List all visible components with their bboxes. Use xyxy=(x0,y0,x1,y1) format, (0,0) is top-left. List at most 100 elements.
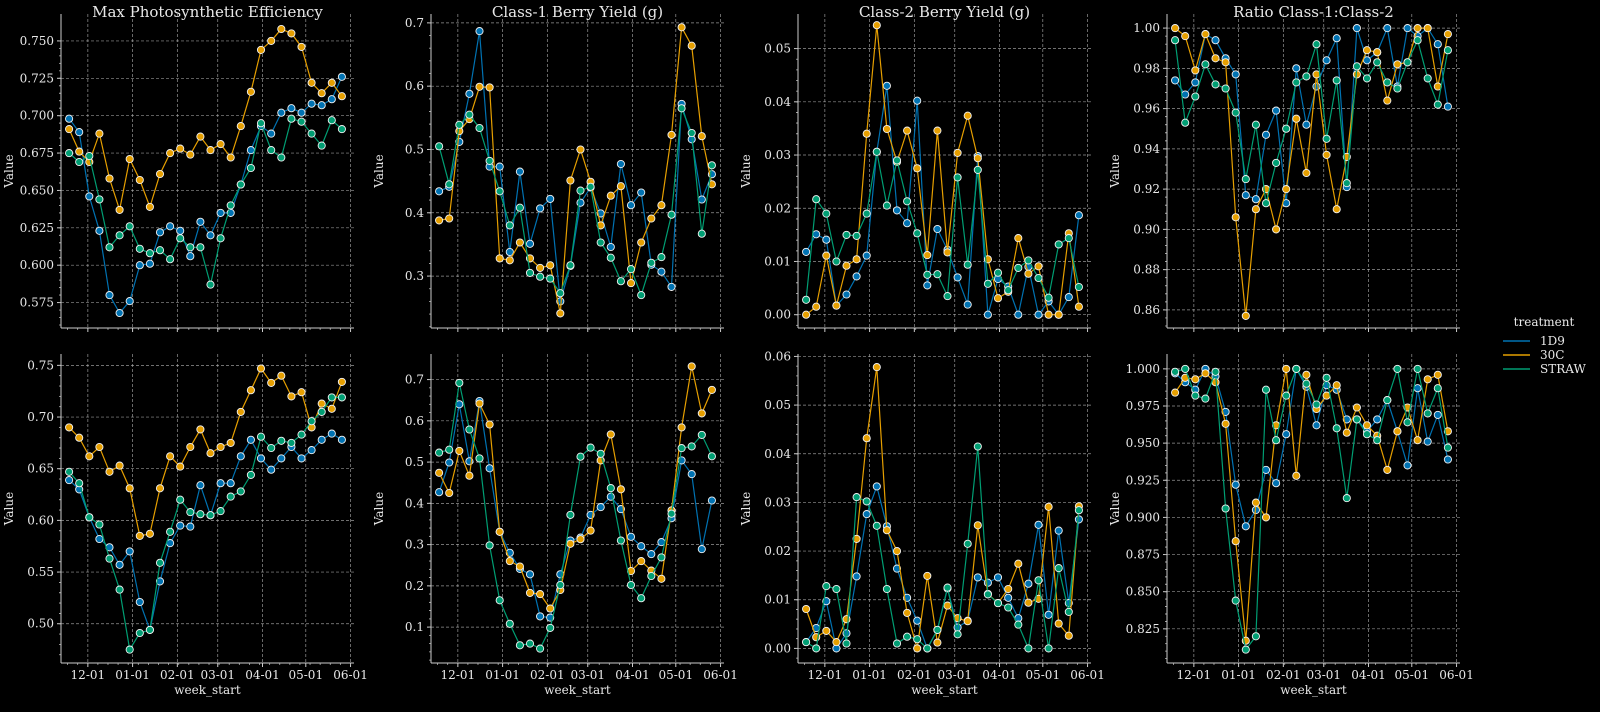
data-point-1d9 xyxy=(1191,78,1200,87)
data-point-30c xyxy=(677,423,686,432)
data-point-30c xyxy=(1292,114,1301,123)
data-point-30c xyxy=(206,449,215,458)
data-point-1d9 xyxy=(297,108,306,117)
data-point-straw xyxy=(75,157,84,167)
data-point-straw xyxy=(196,243,205,252)
data-point-1d9 xyxy=(176,226,185,235)
data-point-1d9 xyxy=(1171,76,1180,85)
data-point-straw xyxy=(475,123,484,133)
data-point-straw xyxy=(125,222,134,231)
data-point-30c xyxy=(872,363,881,372)
data-point-straw xyxy=(206,280,215,289)
data-point-straw xyxy=(1373,436,1382,445)
data-point-straw xyxy=(135,244,144,253)
data-point-30c xyxy=(105,174,114,183)
data-point-30c xyxy=(1383,96,1392,105)
data-point-straw xyxy=(913,635,922,644)
data-point-1d9 xyxy=(707,496,716,505)
x-tick-label: 01-01 xyxy=(115,668,150,682)
data-point-straw xyxy=(1352,62,1361,71)
data-point-1d9 xyxy=(495,162,504,171)
data-point-1d9 xyxy=(176,521,185,530)
data-point-1d9 xyxy=(327,95,336,104)
data-point-30c xyxy=(105,467,114,476)
data-point-30c xyxy=(495,254,504,263)
y-tick-label: 0.01 xyxy=(764,593,791,607)
data-point-1d9 xyxy=(145,259,154,268)
data-point-30c xyxy=(155,169,165,179)
data-point-straw xyxy=(226,492,235,501)
series-line-straw xyxy=(1174,367,1449,652)
data-point-straw xyxy=(287,438,296,447)
x-tick-label: 01-01 xyxy=(1221,668,1256,682)
data-point-straw xyxy=(1362,74,1372,83)
data-point-straw xyxy=(1282,391,1291,400)
data-point-straw xyxy=(1403,58,1412,67)
y-tick-label: 0.4 xyxy=(405,496,424,510)
x-axis-label: week_start xyxy=(544,683,611,697)
data-point-30c xyxy=(1034,594,1043,603)
data-point-1d9 xyxy=(256,454,266,463)
data-point-30c xyxy=(317,89,326,98)
data-point-straw xyxy=(105,243,114,252)
data-point-straw xyxy=(943,583,952,592)
y-tick-label: 1.00 xyxy=(1133,21,1160,35)
data-point-1d9 xyxy=(973,573,982,582)
data-point-1d9 xyxy=(65,114,74,123)
data-point-30c xyxy=(812,302,821,311)
data-point-straw xyxy=(1251,120,1260,129)
data-point-1d9 xyxy=(1034,310,1043,319)
legend-entry-30c[interactable]: 30C xyxy=(1503,348,1564,362)
data-point-30c xyxy=(707,385,716,394)
data-point-30c xyxy=(963,617,972,626)
data-point-30c xyxy=(913,164,922,173)
data-point-30c xyxy=(1201,30,1210,39)
data-point-straw xyxy=(626,265,636,274)
data-point-straw xyxy=(297,117,306,126)
data-point-30c xyxy=(176,144,185,153)
data-point-30c xyxy=(687,362,696,371)
x-axis-label: week_start xyxy=(174,683,241,697)
y-axis-label: Value xyxy=(2,154,16,188)
data-point-straw xyxy=(973,442,982,451)
data-point-straw xyxy=(802,638,811,647)
data-point-30c xyxy=(1352,403,1361,412)
data-point-30c xyxy=(475,82,484,91)
series-line-straw xyxy=(1174,38,1449,204)
data-point-straw xyxy=(546,623,555,632)
data-point-straw xyxy=(435,448,444,457)
data-point-1d9 xyxy=(546,194,555,203)
data-point-1d9 xyxy=(186,522,195,531)
data-point-straw xyxy=(317,141,326,150)
legend-entry-straw[interactable]: STRAW xyxy=(1503,362,1586,376)
x-tick-label: 04-01 xyxy=(1351,668,1386,682)
data-point-straw xyxy=(983,590,992,599)
data-point-30c xyxy=(576,535,585,544)
y-tick-label: 0.60 xyxy=(27,513,54,527)
data-point-30c xyxy=(1332,205,1341,214)
series-line-30c xyxy=(1174,27,1449,316)
y-tick-label: 0.2 xyxy=(405,579,424,593)
data-point-straw xyxy=(1171,367,1180,376)
data-point-1d9 xyxy=(637,188,646,197)
data-point-1d9 xyxy=(277,108,286,117)
data-point-straw xyxy=(1044,293,1053,302)
data-point-straw xyxy=(872,521,881,530)
data-point-30c xyxy=(842,261,851,270)
data-point-1d9 xyxy=(993,573,1003,582)
data-point-straw xyxy=(216,507,225,516)
data-point-straw xyxy=(95,195,104,204)
legend-entry-1d9[interactable]: 1D9 xyxy=(1503,334,1565,348)
series-line-straw xyxy=(68,117,343,285)
data-point-1d9 xyxy=(1211,36,1220,45)
data-point-1d9 xyxy=(1332,34,1341,43)
data-point-1d9 xyxy=(445,458,454,467)
data-point-1d9 xyxy=(135,597,144,607)
data-point-straw xyxy=(576,186,585,195)
y-tick-label: 0.5 xyxy=(405,142,424,156)
x-tick-label: 04-01 xyxy=(982,668,1017,682)
x-tick-label: 12-01 xyxy=(71,668,106,682)
data-point-straw xyxy=(697,430,706,439)
y-tick-label: 0.96 xyxy=(1133,102,1160,116)
data-point-30c xyxy=(1171,24,1180,33)
